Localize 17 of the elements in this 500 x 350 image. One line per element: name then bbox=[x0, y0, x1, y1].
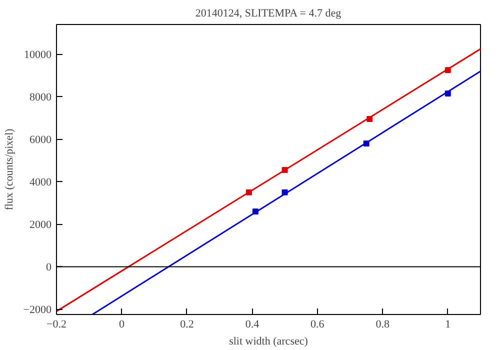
x-tick-label: 0 bbox=[118, 318, 125, 330]
x-tick-label: 0.6 bbox=[310, 318, 325, 330]
x-tick-label: 0.2 bbox=[180, 318, 194, 330]
y-tick-label: 2000 bbox=[30, 219, 52, 232]
chart-title: 20140124, SLITEMPA = 4.7 deg bbox=[195, 8, 342, 20]
y-tick-label: 10000 bbox=[24, 49, 52, 62]
x-tick-label: −0.2 bbox=[46, 318, 66, 330]
y-axis-title: flux (counts/pixel) bbox=[3, 128, 16, 210]
y-tick-label: 0 bbox=[46, 262, 52, 274]
x-axis-title: slit width (arcsec) bbox=[229, 336, 308, 348]
x-tick-label: 0.8 bbox=[376, 318, 390, 330]
y-tick-label: −2000 bbox=[23, 304, 52, 316]
x-tick-label: 1 bbox=[445, 318, 451, 330]
y-tick-label: 6000 bbox=[30, 134, 52, 146]
y-tick-label: 8000 bbox=[30, 92, 52, 104]
x-tick-label: 0.4 bbox=[245, 318, 260, 330]
y-tick-label: 4000 bbox=[30, 176, 52, 189]
